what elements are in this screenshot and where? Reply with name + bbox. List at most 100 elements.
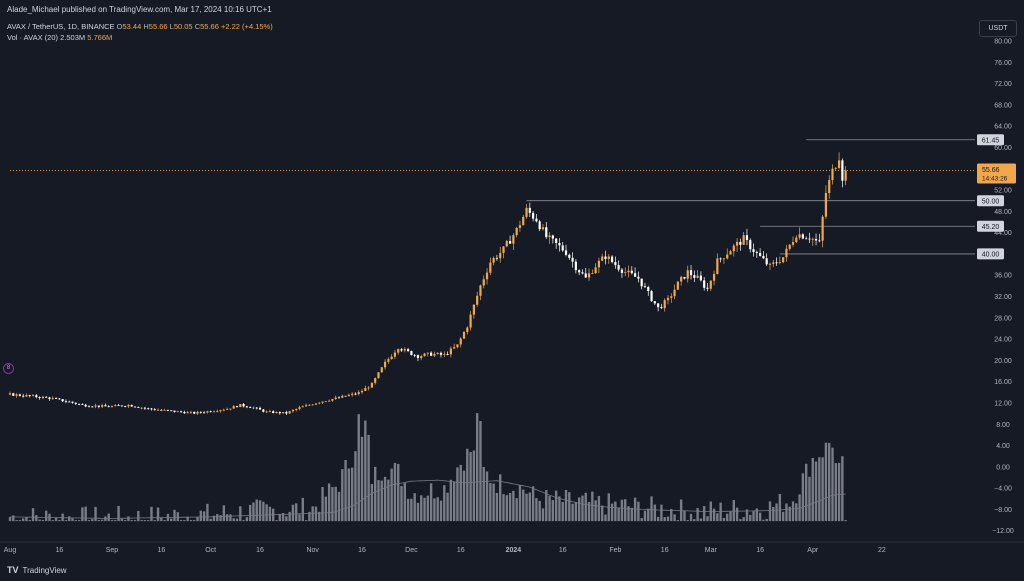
- volume-bar: [462, 470, 466, 522]
- candle: [495, 254, 499, 261]
- candle: [153, 408, 156, 411]
- candle: [275, 411, 278, 414]
- candle: [400, 348, 403, 353]
- candle-body: [328, 400, 331, 402]
- volume-bar: [492, 483, 495, 522]
- candle: [420, 354, 423, 361]
- candle: [337, 396, 341, 399]
- x-tick-label: Aug: [4, 547, 17, 554]
- candle-body: [71, 401, 74, 403]
- volume-bar: [581, 495, 584, 522]
- candle: [716, 253, 719, 275]
- footer-brand[interactable]: TV TradingView: [7, 565, 67, 575]
- candle: [643, 282, 647, 289]
- candle: [239, 403, 242, 408]
- candle: [666, 295, 670, 305]
- volume-bar: [252, 502, 255, 522]
- candle-body: [314, 403, 318, 405]
- level-price-label: 45.20: [982, 224, 1000, 231]
- currency-button[interactable]: USDT: [979, 20, 1017, 37]
- candle: [749, 238, 752, 253]
- y-tick-label: −4.00: [994, 486, 1012, 493]
- candle-body: [18, 394, 21, 396]
- volume-bar: [561, 501, 564, 522]
- volume-bar: [795, 503, 798, 522]
- candle-body: [584, 273, 587, 278]
- candle-body: [772, 262, 775, 264]
- level-price-label: 61.45: [982, 137, 1000, 144]
- volume-legend[interactable]: Vol · AVAX (20) 2.503M 5.766M: [7, 33, 112, 42]
- y-tick-label: 64.00: [994, 124, 1012, 131]
- candle: [137, 406, 140, 408]
- volume-bar: [824, 442, 828, 522]
- y-tick-label: 72.00: [994, 81, 1012, 88]
- candle-body: [538, 221, 541, 230]
- candle-body: [805, 238, 808, 240]
- candle: [683, 276, 686, 280]
- y-tick-label: 36.00: [994, 273, 1012, 280]
- candle-body: [133, 406, 137, 408]
- candle-body: [492, 257, 495, 263]
- candle-body: [189, 411, 193, 413]
- candle-body: [41, 396, 44, 399]
- candle: [772, 259, 775, 268]
- candle: [768, 262, 772, 271]
- candle-body: [739, 241, 742, 245]
- candle-body: [627, 270, 630, 273]
- candle-body: [81, 404, 84, 405]
- candle-body: [397, 349, 400, 353]
- candle-body: [571, 257, 574, 262]
- x-tick-label: 16: [457, 547, 465, 554]
- candle-body: [68, 401, 71, 403]
- candle: [709, 280, 712, 291]
- candle: [255, 407, 258, 410]
- candle: [41, 395, 44, 400]
- candle-body: [449, 348, 452, 355]
- volume-bar: [262, 501, 265, 522]
- volume-bar: [74, 520, 77, 522]
- volume-bar: [482, 466, 485, 522]
- level-price-tag: [977, 134, 1004, 146]
- volume-bar: [568, 492, 571, 522]
- volume-bar: [216, 514, 219, 522]
- candle: [203, 411, 206, 414]
- candle: [627, 265, 630, 278]
- candle: [22, 393, 25, 398]
- volume-bar: [443, 485, 446, 522]
- candle: [597, 257, 601, 274]
- candle: [824, 185, 828, 220]
- volume-bar: [137, 510, 140, 522]
- volume-bar: [288, 511, 291, 522]
- alert-marker[interactable]: 8: [3, 363, 14, 374]
- candle: [844, 166, 847, 186]
- volume-bar: [571, 503, 574, 522]
- volume-bar: [837, 462, 841, 522]
- volume-bar: [591, 491, 594, 522]
- candle: [344, 395, 347, 397]
- candle: [193, 411, 196, 415]
- candle: [68, 400, 71, 403]
- candle: [541, 224, 545, 231]
- candle: [433, 351, 436, 358]
- candle: [130, 404, 133, 407]
- volume-bar: [301, 497, 305, 522]
- volume-bar: [202, 511, 206, 522]
- volume-bar: [489, 483, 492, 522]
- candle-body: [469, 314, 472, 328]
- candle: [647, 285, 650, 296]
- volume-bar: [8, 517, 12, 522]
- volume-bar: [452, 481, 456, 522]
- candle-body: [722, 258, 726, 260]
- level-price-label: 40.00: [982, 252, 1000, 259]
- candle: [71, 401, 74, 404]
- candle-body: [749, 239, 752, 250]
- volume-bar: [456, 467, 459, 522]
- volume-bar: [225, 514, 229, 522]
- candle: [459, 337, 462, 348]
- symbol-legend[interactable]: AVAX / TetherUS, 1D, BINANCE O53.44 H55.…: [7, 22, 273, 31]
- volume-bar: [742, 517, 745, 522]
- candle: [150, 408, 153, 411]
- candle: [87, 405, 91, 408]
